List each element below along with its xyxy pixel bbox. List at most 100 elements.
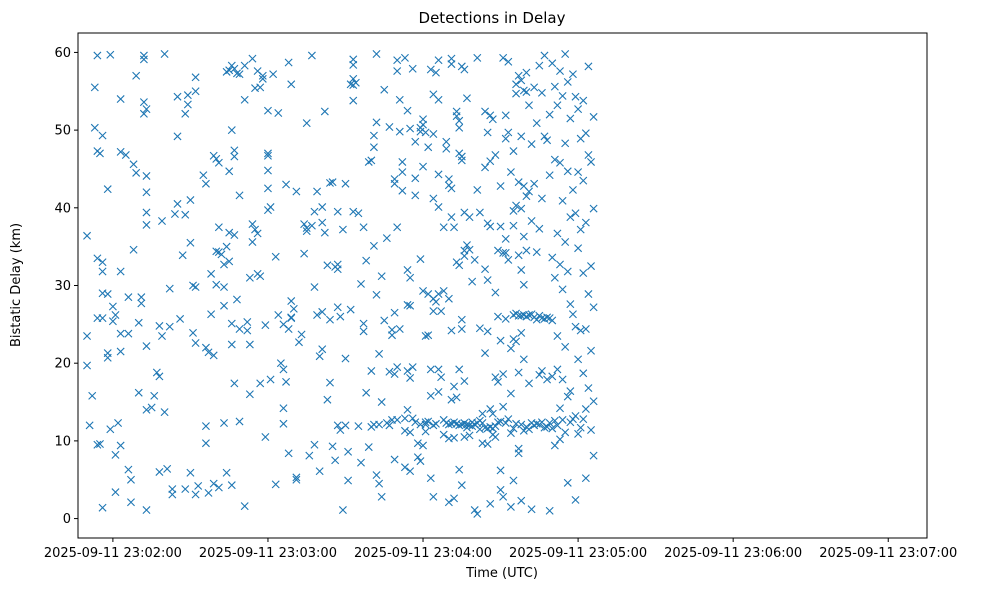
data-point [403,366,412,375]
data-point [571,209,580,218]
data-point [545,171,554,180]
data-point [501,111,510,120]
data-point [403,405,412,414]
data-point [390,308,399,317]
data-point [442,144,451,153]
data-point [393,223,402,232]
data-point [506,168,515,177]
data-point [470,255,479,264]
data-point [537,194,546,203]
data-point [377,398,386,407]
data-point [375,349,384,358]
data-point [429,194,438,203]
data-point [220,260,229,269]
data-point [426,474,435,483]
data-point [207,269,216,278]
data-point [310,207,319,216]
data-point [142,208,151,217]
data-point [501,134,510,143]
data-point [576,423,585,432]
data-point [478,409,487,418]
data-point [406,301,415,310]
data-point [512,89,521,98]
data-point [421,332,430,340]
data-point [181,485,190,494]
data-point [589,397,598,406]
data-point [163,464,172,473]
data-point [462,420,471,429]
data-point [550,273,559,282]
data-point [137,293,146,302]
data-point [357,458,365,467]
data-point [434,203,443,212]
data-point [465,245,474,254]
data-point [282,377,291,386]
data-point [581,218,590,227]
data-point [589,204,598,213]
data-point [248,238,257,246]
data-point [103,290,112,299]
data-point [191,490,200,499]
data-point [372,118,381,127]
data-point [444,294,453,303]
data-point [571,322,580,331]
data-point [411,191,420,200]
data-point [473,509,482,518]
data-point [535,370,544,379]
data-point [460,377,469,386]
data-point [98,267,107,276]
data-point [266,203,275,212]
data-point [98,314,107,323]
data-point [486,222,495,231]
data-point [359,223,368,232]
data-point [346,305,355,314]
data-point [530,179,539,188]
data-point [235,191,244,200]
data-point [483,276,492,285]
data-point [550,155,559,164]
data-point [201,343,210,352]
data-point [400,426,409,435]
data-point [579,369,588,378]
data-point [488,115,497,124]
data-point [576,326,585,335]
data-point [390,370,399,379]
data-point [512,201,521,210]
data-point [271,480,280,489]
data-point [566,114,575,123]
x-axis-label: Time (UTC) [465,566,538,581]
data-point [90,123,99,132]
data-point [287,80,296,89]
data-point [318,203,327,212]
data-point [429,130,438,138]
data-point [116,95,125,104]
data-point [517,496,526,505]
data-point [481,163,490,172]
data-point [558,415,567,424]
data-point [95,149,104,158]
data-point [416,457,425,466]
data-point [181,210,190,219]
data-point [344,476,353,485]
data-point [496,336,505,345]
data-point [561,139,570,148]
data-point [111,488,120,497]
data-point [258,71,267,80]
data-point [431,297,440,306]
data-point [514,444,523,453]
y-tick-label: 40 [54,201,71,216]
data-point [460,251,469,260]
data-point [385,123,394,131]
data-point [225,257,234,266]
data-point [514,251,523,260]
data-point [333,207,342,216]
data-point [426,65,435,74]
data-point [571,495,580,504]
data-point [512,337,521,346]
data-point [160,49,169,58]
data-point [587,346,596,355]
data-point [519,280,528,289]
data-point [455,365,464,374]
data-point [419,441,428,450]
data-point [408,64,417,73]
